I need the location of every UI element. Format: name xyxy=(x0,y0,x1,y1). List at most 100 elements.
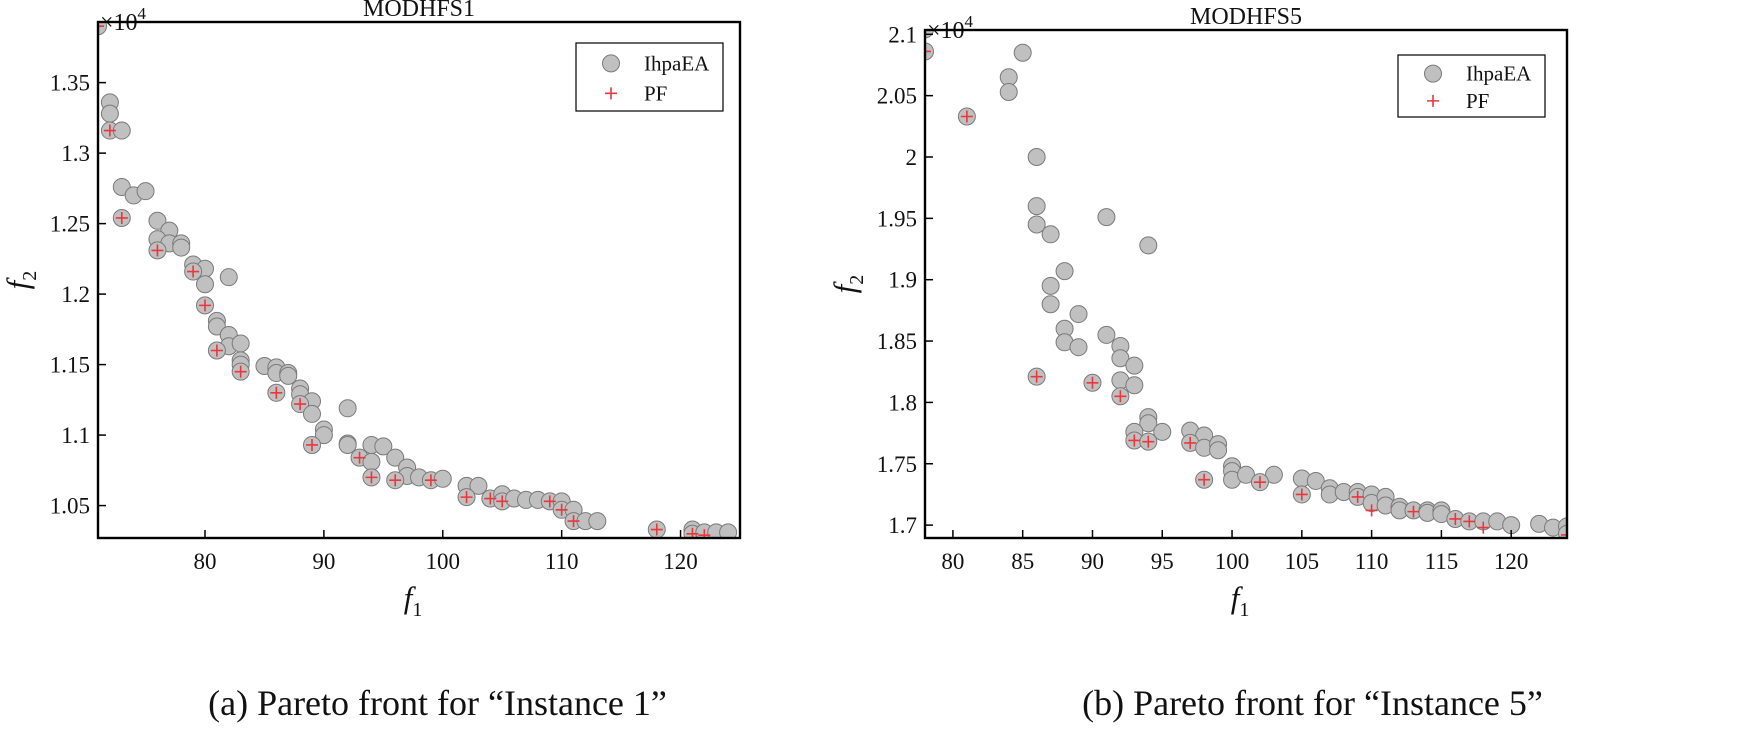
x-tick-label: 95 xyxy=(1151,549,1174,574)
point-pf xyxy=(698,529,711,538)
y-tick-label: 1.3 xyxy=(61,141,90,166)
point-ihpaea xyxy=(1041,225,1060,244)
series-pf xyxy=(925,45,1567,538)
x-tick-label: 110 xyxy=(545,549,579,574)
point-ihpaea xyxy=(1027,148,1046,166)
x-tick-label: 90 xyxy=(312,549,335,574)
x-tick-label: 120 xyxy=(1494,549,1529,574)
point-pf xyxy=(555,503,568,516)
point-pf xyxy=(1114,390,1127,403)
x-tick-label: 90 xyxy=(1081,549,1104,574)
point-pf xyxy=(1477,521,1490,534)
y-axis-label: f2 xyxy=(0,271,41,290)
point-ihpaea xyxy=(219,268,238,287)
point-ihpaea xyxy=(196,275,214,294)
point-ihpaea xyxy=(433,469,452,488)
x-tick-label: 105 xyxy=(1285,549,1320,574)
point-ihpaea xyxy=(172,238,191,257)
point-ihpaea xyxy=(362,452,381,471)
point-ihpaea xyxy=(231,334,250,353)
legend-marker-ihpaea xyxy=(602,54,620,73)
y-tick-label: 2.1 xyxy=(888,22,917,47)
point-ihpaea xyxy=(136,182,155,201)
point-ihpaea xyxy=(1111,349,1130,368)
legend-label-pf: PF xyxy=(644,81,667,105)
point-pf xyxy=(960,110,973,123)
point-ihpaea xyxy=(1041,276,1060,295)
point-ihpaea xyxy=(1125,356,1144,375)
point-pf xyxy=(1463,515,1476,528)
chart-title: MODHFS1 xyxy=(363,0,475,22)
point-pf xyxy=(103,124,116,137)
x-tick-label: 120 xyxy=(663,549,698,574)
point-pf xyxy=(1561,528,1567,538)
legend-label-ihpaea: IhpaEA xyxy=(1466,62,1532,86)
y-tick-label: 1.15 xyxy=(50,353,90,378)
caption-instance-5: (b) Pareto front for “Instance 5” xyxy=(1082,683,1543,723)
point-pf xyxy=(294,398,307,411)
axes-frame xyxy=(96,20,742,540)
point-ihpaea xyxy=(338,435,357,454)
point-pf xyxy=(1086,376,1099,389)
series-pf xyxy=(98,22,711,538)
point-ihpaea xyxy=(588,512,607,531)
point-ihpaea xyxy=(1013,43,1032,62)
point-ihpaea xyxy=(1237,465,1255,484)
point-pf xyxy=(543,495,556,508)
point-ihpaea xyxy=(386,448,405,467)
point-pf xyxy=(389,474,402,487)
point-pf xyxy=(151,244,164,257)
point-ihpaea xyxy=(100,104,119,123)
y-axis-label: f2 xyxy=(827,275,868,294)
point-ihpaea xyxy=(338,399,357,418)
y-axis-multiplier: ×104 xyxy=(927,12,974,44)
point-pf xyxy=(1365,504,1378,517)
point-ihpaea xyxy=(1264,465,1283,484)
plot-area xyxy=(925,30,1567,538)
point-ihpaea xyxy=(1055,262,1074,281)
chart-title: MODHFS5 xyxy=(1190,4,1302,30)
point-pf xyxy=(496,495,509,508)
point-ihpaea xyxy=(303,404,321,423)
point-pf xyxy=(925,45,931,58)
point-pf xyxy=(1351,490,1364,503)
point-pf xyxy=(115,211,128,224)
point-ihpaea xyxy=(279,366,298,385)
point-pf xyxy=(1128,434,1141,447)
x-tick-label: 100 xyxy=(1215,549,1250,574)
plot-area xyxy=(98,22,738,538)
point-ihpaea xyxy=(374,437,393,456)
x-tick-label: 80 xyxy=(194,549,217,574)
point-pf xyxy=(484,492,497,505)
y-tick-label: 1.9 xyxy=(888,268,917,293)
legend-label-ihpaea: IhpaEA xyxy=(644,51,710,75)
y-tick-label: 1.75 xyxy=(877,452,917,477)
point-pf xyxy=(567,515,580,528)
point-ihpaea xyxy=(1125,376,1144,395)
point-pf xyxy=(306,438,318,451)
point-pf xyxy=(1295,488,1308,501)
legend: IhpaEA PF xyxy=(575,42,724,112)
point-pf xyxy=(1142,435,1155,448)
point-ihpaea xyxy=(719,523,738,538)
chart-instance-1: MODHFS1 ×104 80 90 100 110 120 1.05 1.1 1.15 1.2 1.… xyxy=(0,0,742,621)
point-pf xyxy=(1449,512,1462,525)
x-tick-label: 115 xyxy=(1425,549,1459,574)
point-pf xyxy=(210,344,223,357)
point-ihpaea xyxy=(1139,236,1158,255)
legend-marker-pf xyxy=(605,87,617,100)
point-pf xyxy=(1253,476,1266,489)
point-ihpaea xyxy=(98,22,107,36)
y-tick-label: 2.05 xyxy=(877,84,917,109)
point-ihpaea xyxy=(1306,471,1325,490)
y-tick-label: 1.85 xyxy=(877,329,917,354)
point-ihpaea xyxy=(1069,305,1088,324)
y-tick-label: 1.25 xyxy=(50,212,90,237)
y-tick-label: 2 xyxy=(906,145,918,170)
legend-label-pf: PF xyxy=(1466,89,1489,113)
point-ihpaea xyxy=(148,211,167,230)
x-tick-label: 100 xyxy=(426,549,461,574)
legend: IhpaEA PF xyxy=(1397,54,1546,118)
point-pf xyxy=(187,265,200,278)
